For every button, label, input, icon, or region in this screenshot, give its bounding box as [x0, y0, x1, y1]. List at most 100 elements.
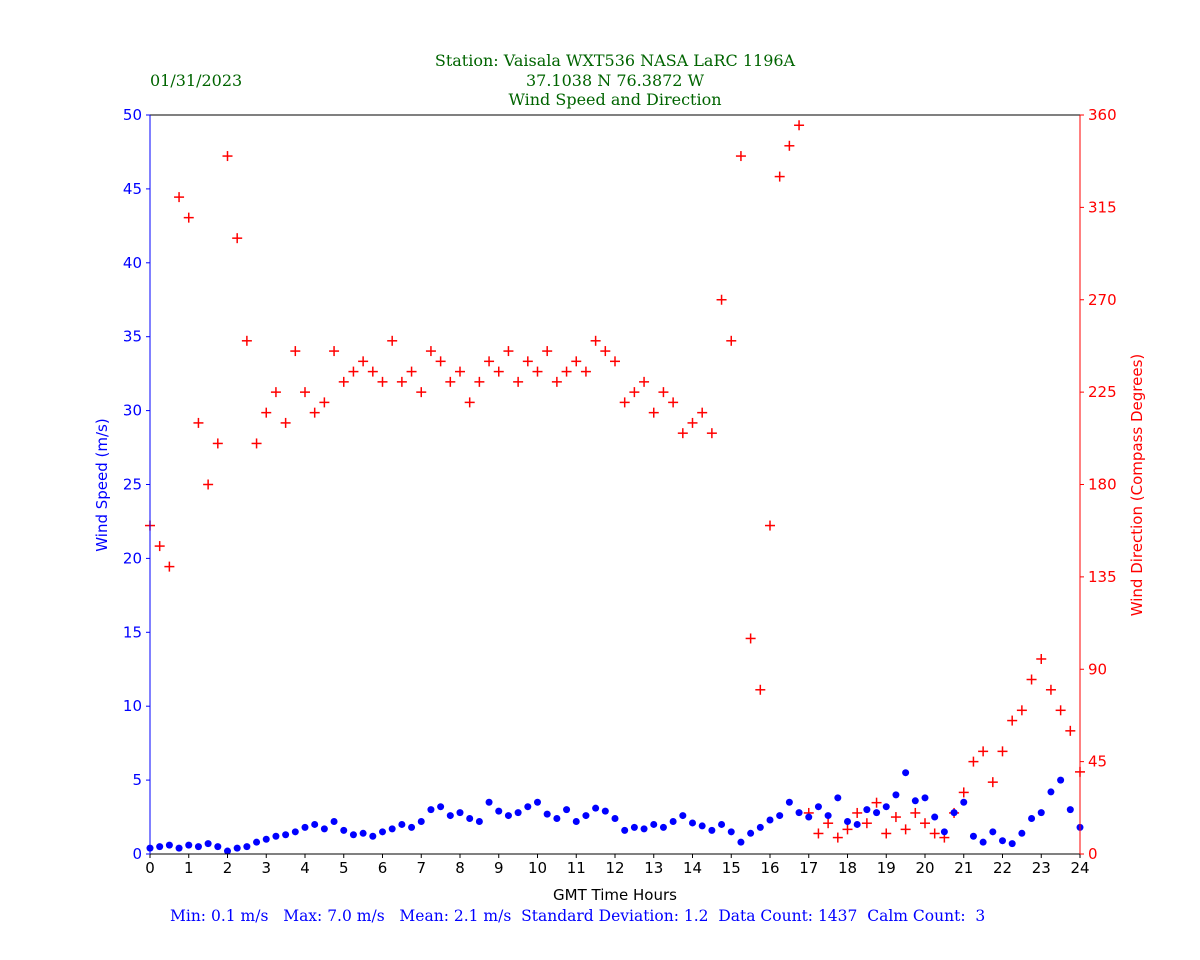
direction-point — [232, 233, 243, 244]
direction-point — [823, 818, 834, 829]
direction-point — [987, 777, 998, 788]
speed-point — [514, 809, 522, 817]
direction-point — [910, 807, 921, 818]
speed-point — [960, 798, 968, 806]
speed-point — [553, 815, 561, 823]
date-label: 01/31/2023 — [150, 71, 243, 90]
direction-point — [978, 746, 989, 757]
direction-point — [270, 387, 281, 398]
direction-point — [338, 376, 349, 387]
speed-point — [727, 828, 735, 836]
speed-point — [475, 817, 483, 825]
direction-point — [881, 828, 892, 839]
direction-point — [1016, 705, 1027, 716]
speed-point — [999, 837, 1006, 845]
x-tick-label: 5 — [339, 859, 349, 877]
speed-point — [873, 809, 881, 817]
direction-point — [1065, 725, 1076, 736]
speed-point — [388, 825, 396, 833]
speed-point — [737, 838, 745, 846]
direction-point — [474, 376, 485, 387]
speed-point — [572, 817, 580, 825]
x-tick-label: 7 — [416, 859, 426, 877]
direction-point — [571, 356, 582, 367]
speed-point — [650, 820, 658, 828]
direction-point — [774, 171, 785, 182]
direction-point — [164, 561, 175, 572]
speed-point — [747, 829, 755, 837]
direction-point — [958, 787, 969, 798]
speed-point — [950, 809, 958, 817]
direction-point — [784, 140, 795, 151]
direction-point — [561, 366, 572, 377]
chart-subtitle: Wind Speed and Direction — [508, 90, 722, 109]
speed-point — [1008, 840, 1016, 848]
speed-point — [582, 812, 590, 820]
x-tick-label: 23 — [1032, 859, 1051, 877]
y2-axis-label: Wind Direction (Compass Degrees) — [1128, 354, 1146, 617]
speed-point — [882, 803, 890, 811]
y-tick-label: 45 — [123, 180, 142, 198]
speed-point — [262, 835, 270, 843]
direction-point — [513, 376, 524, 387]
direction-point — [600, 346, 611, 357]
direction-point — [629, 387, 640, 398]
speed-point — [417, 817, 425, 825]
speed-point — [766, 816, 774, 824]
speed-point — [282, 831, 290, 839]
speed-point — [931, 813, 939, 821]
x-tick-label: 12 — [605, 859, 624, 877]
direction-point — [610, 356, 620, 367]
speed-point — [330, 817, 338, 825]
direction-point — [300, 387, 310, 398]
direction-point — [251, 438, 262, 449]
y-tick-label: 5 — [132, 771, 142, 789]
x-tick-label: 4 — [300, 859, 310, 877]
direction-point — [852, 807, 863, 818]
speed-point — [1028, 815, 1036, 823]
direction-point — [706, 428, 717, 439]
y2-tick-label: 135 — [1088, 568, 1117, 586]
direction-point — [765, 520, 775, 531]
speed-point — [495, 807, 503, 815]
speed-point — [911, 797, 919, 805]
speed-point — [698, 822, 706, 830]
direction-point — [503, 346, 514, 357]
speed-point — [369, 832, 377, 840]
direction-point — [813, 828, 824, 839]
y2-tick-label: 180 — [1088, 476, 1117, 494]
direction-point — [639, 376, 650, 387]
speed-point — [485, 798, 493, 806]
x-tick-label: 14 — [683, 859, 702, 877]
speed-point — [989, 828, 997, 836]
speed-point — [756, 823, 764, 831]
speed-point — [679, 812, 687, 820]
speed-point — [456, 809, 464, 817]
direction-point — [484, 356, 495, 367]
x-tick-label: 2 — [223, 859, 233, 877]
y2-tick-label: 360 — [1088, 106, 1117, 124]
direction-point — [261, 407, 272, 418]
direction-point — [329, 346, 340, 357]
y-tick-label: 10 — [123, 697, 142, 715]
direction-point — [174, 192, 185, 203]
speed-point — [592, 804, 600, 812]
x-tick-label: 15 — [722, 859, 741, 877]
speed-point — [311, 820, 319, 828]
speed-point — [1047, 788, 1055, 796]
x-tick-label: 13 — [644, 859, 663, 877]
direction-point — [794, 120, 805, 131]
speed-point — [718, 820, 726, 828]
speed-point — [379, 828, 386, 836]
speed-point — [466, 815, 474, 823]
direction-point — [832, 832, 843, 843]
speed-point — [175, 844, 183, 852]
x-tick-label: 18 — [838, 859, 857, 877]
x-tick-label: 9 — [494, 859, 504, 877]
speed-point — [1018, 829, 1026, 837]
direction-point — [842, 824, 853, 835]
speed-point — [844, 817, 851, 825]
speed-point — [534, 798, 541, 806]
x-tick-label: 1 — [184, 859, 194, 877]
